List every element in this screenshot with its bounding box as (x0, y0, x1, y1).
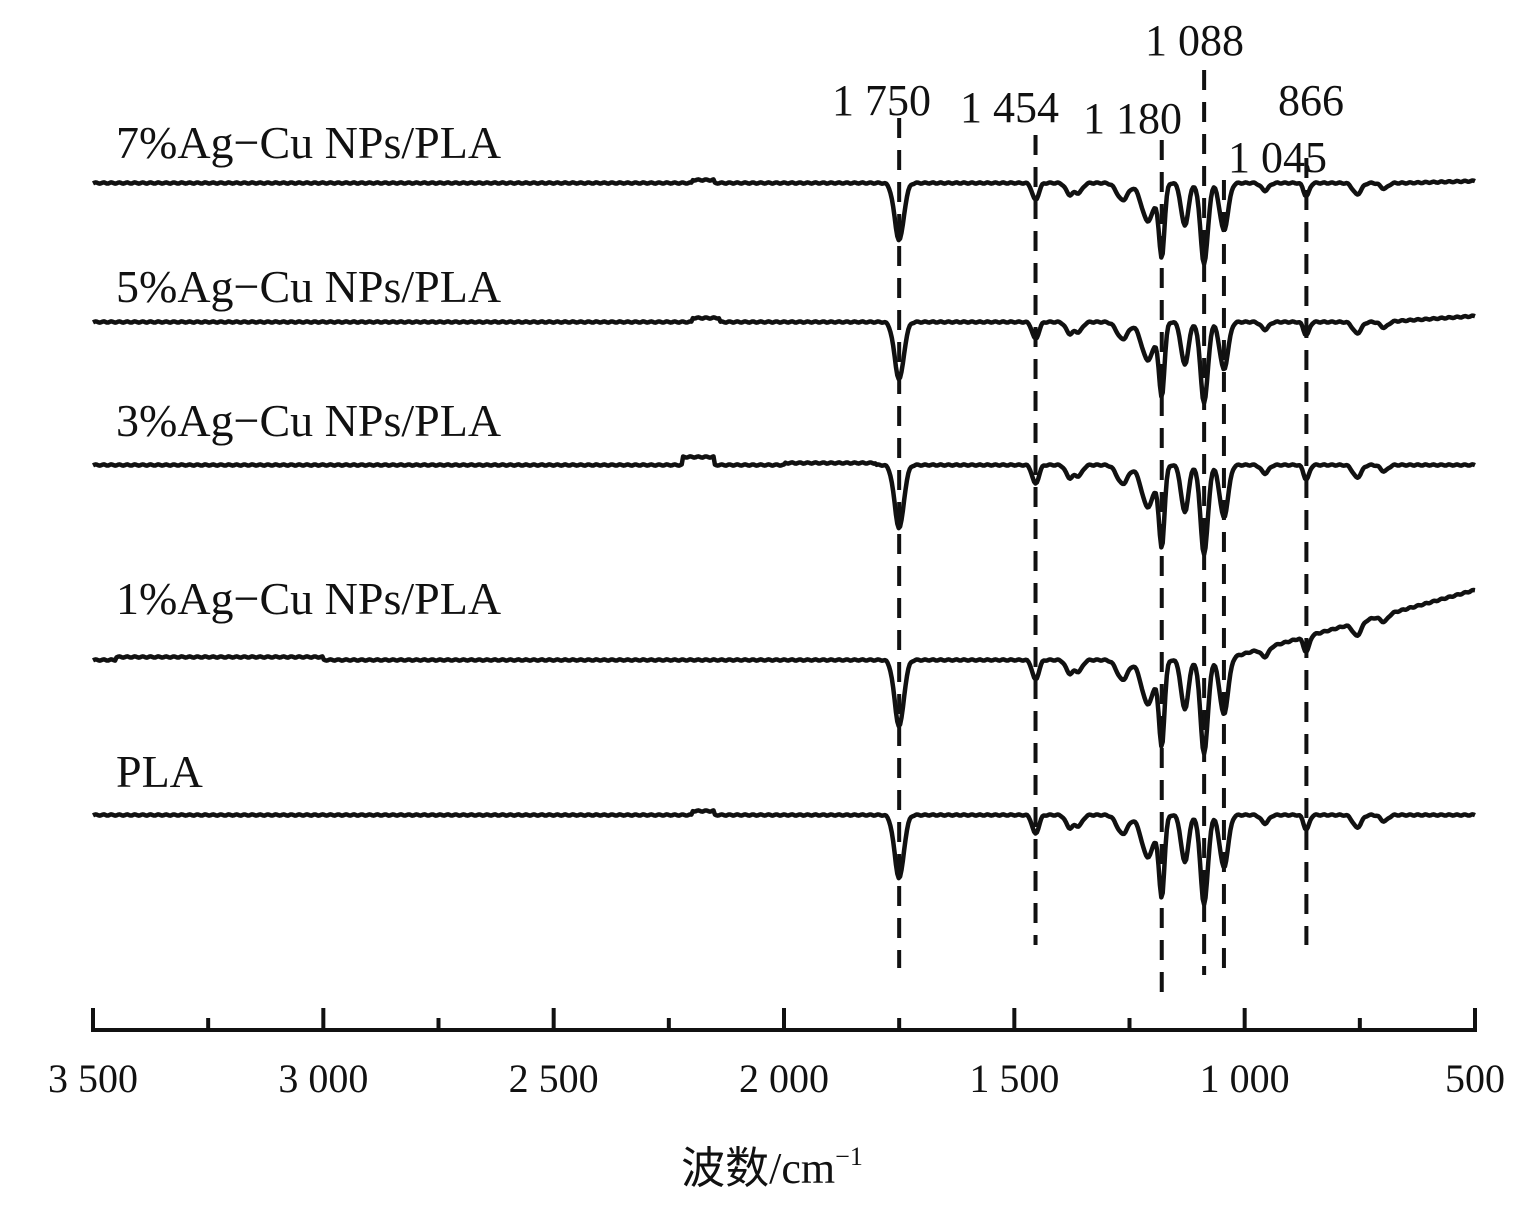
spectrum-line (91, 177, 1476, 267)
x-axis-title: 波数/cm−1 (681, 1142, 863, 1193)
spectrum-line (91, 587, 1476, 757)
spectra (91, 177, 1476, 907)
series-label: PLA (116, 746, 203, 797)
x-axis-title-superscript: −1 (835, 1142, 863, 1171)
x-tick-label: 2 500 (509, 1056, 599, 1101)
x-tick-label: 1 000 (1200, 1056, 1290, 1101)
x-tick-label: 500 (1445, 1056, 1505, 1101)
series-label: 1%Ag−Cu NPs/PLA (116, 573, 501, 624)
spectrum-line (91, 808, 1476, 907)
series-label: 5%Ag−Cu NPs/PLA (116, 261, 501, 312)
x-tick-label: 3 500 (48, 1056, 138, 1101)
spectrum-line (91, 454, 1476, 557)
x-tick-label: 3 000 (278, 1056, 368, 1101)
series-labels: 7%Ag−Cu NPs/PLA 5%Ag−Cu NPs/PLA 3%Ag−Cu NP… (116, 117, 501, 797)
peak-label: 866 (1278, 76, 1344, 125)
x-axis-title-text: 波数/cm (681, 1144, 835, 1193)
x-tick-label: 1 500 (969, 1056, 1059, 1101)
peak-label: 1 180 (1083, 94, 1182, 143)
x-tick-label: 2 000 (739, 1056, 829, 1101)
peak-label: 1 454 (960, 83, 1059, 132)
peak-labels: 1 750 1 454 1 180 1 088 1 045 866 (832, 16, 1344, 182)
peak-label: 1 045 (1228, 133, 1327, 182)
series-label: 3%Ag−Cu NPs/PLA (116, 395, 501, 446)
peak-label: 1 088 (1145, 16, 1244, 65)
x-axis: 3 500 3 000 2 500 2 000 1 500 1 000 500 (48, 1008, 1505, 1101)
reference-lines (897, 70, 1309, 995)
series-label: 7%Ag−Cu NPs/PLA (116, 117, 501, 168)
spectrum-line (91, 313, 1476, 406)
peak-label: 1 750 (832, 76, 931, 125)
